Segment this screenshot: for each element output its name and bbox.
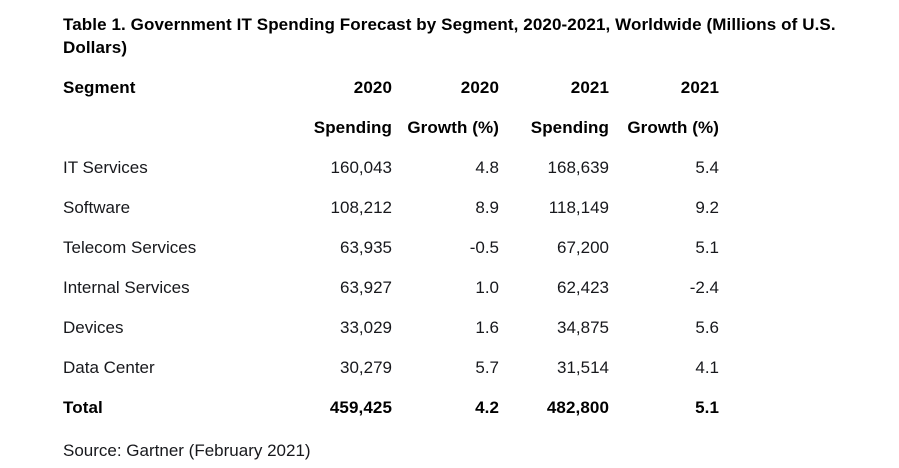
spending-2021-value: 168,639 [547, 158, 609, 177]
growth-2020-value: 4.8 [475, 158, 499, 177]
source-note: Source: Gartner (February 2021) [63, 441, 311, 460]
growth-2020-value: 1.0 [475, 278, 499, 297]
growth-2020-value: 5.7 [475, 358, 499, 377]
spending-2021-value: 34,875 [557, 318, 609, 337]
growth-2021-value: 4.1 [695, 358, 719, 377]
spending-table: Segment 2020 2020 2021 2021 Spending Gro… [63, 68, 719, 428]
growth-2021-value: 5.6 [695, 318, 719, 337]
column-header-growth-2021: Growth (%) [627, 118, 719, 137]
column-header-growth-2020: Growth (%) [407, 118, 499, 137]
spending-2021-value: 31,514 [557, 358, 609, 377]
column-header-2021-a: 2021 [570, 78, 609, 97]
segment-label: Internal Services [63, 278, 190, 297]
total-spending-2021: 482,800 [546, 398, 609, 417]
spending-2021-value: 62,423 [557, 278, 609, 297]
column-header-segment: Segment [63, 78, 136, 97]
segment-label: Devices [63, 318, 124, 337]
growth-2021-value: 5.1 [695, 238, 719, 257]
spending-2021-value: 67,200 [557, 238, 609, 257]
spending-2020-value: 30,279 [340, 358, 392, 377]
total-growth-2021: 5.1 [695, 398, 719, 417]
table-title: Table 1. Government IT Spending Forecast… [63, 15, 836, 57]
segment-label: Data Center [63, 358, 155, 377]
spending-2021-value: 118,149 [548, 198, 609, 217]
column-header-2021-b: 2021 [680, 78, 719, 97]
segment-label: Telecom Services [63, 238, 197, 257]
spending-2020-value: 63,927 [340, 278, 392, 297]
segment-label: IT Services [63, 158, 148, 177]
growth-2020-value: 8.9 [475, 198, 499, 217]
column-header-blank [63, 108, 263, 148]
segment-label: Software [63, 198, 131, 217]
total-growth-2020: 4.2 [475, 398, 499, 417]
growth-2021-value: 5.4 [695, 158, 719, 177]
growth-2021-value: 9.2 [695, 198, 719, 217]
growth-2020-value: 1.6 [475, 318, 499, 337]
spending-2020-value: 160,043 [330, 158, 392, 177]
spending-2020-value: 63,935 [340, 238, 392, 257]
spending-2020-value: 33,029 [340, 318, 392, 337]
column-header-spending-2021: Spending [530, 118, 609, 137]
column-header-2020-a: 2020 [353, 78, 392, 97]
spending-2020-value: 108,212 [330, 198, 392, 217]
growth-2021-value: -2.4 [689, 278, 719, 297]
growth-2020-value: -0.5 [469, 238, 499, 257]
total-label: Total [63, 398, 103, 417]
column-header-spending-2020: Spending [313, 118, 392, 137]
total-spending-2020: 459,425 [329, 398, 392, 417]
column-header-2020-b: 2020 [460, 78, 499, 97]
